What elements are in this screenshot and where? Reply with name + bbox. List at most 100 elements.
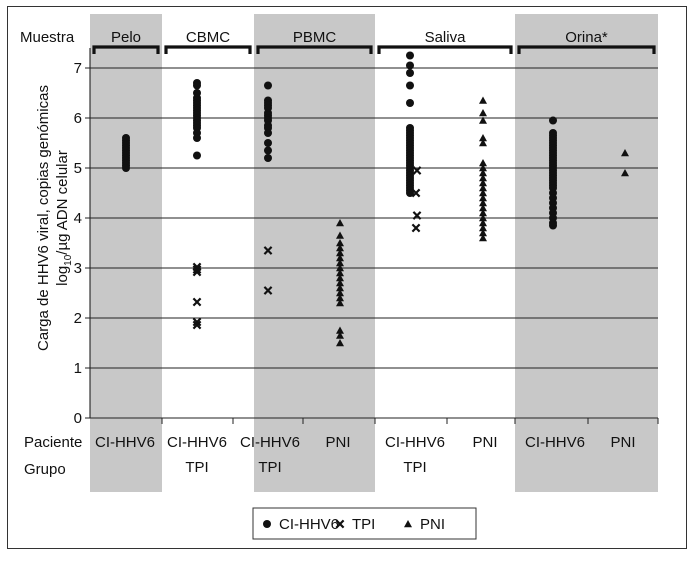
patient-label: CI-HHV6 bbox=[385, 434, 445, 451]
data-point-cross bbox=[411, 188, 421, 198]
data-point-circle bbox=[193, 151, 201, 160]
y-axis-label-line1: Carga de HHV6 viral, copias genómicas bbox=[35, 85, 52, 351]
data-point-cross bbox=[192, 297, 202, 307]
data-point-cross bbox=[412, 211, 422, 220]
data-point-circle bbox=[193, 134, 201, 142]
data-point-circle bbox=[549, 221, 557, 230]
sample-bracket bbox=[517, 45, 656, 54]
data-point-triangle bbox=[336, 326, 344, 334]
data-point-cross bbox=[192, 267, 202, 277]
data-point-circle bbox=[406, 61, 414, 70]
data-point-triangle bbox=[336, 239, 344, 247]
data-point-circle bbox=[264, 81, 272, 90]
sample-bracket bbox=[164, 45, 252, 54]
data-point-triangle bbox=[479, 234, 487, 242]
row-label-sample: Muestra bbox=[20, 29, 75, 46]
data-point-triangle bbox=[621, 169, 629, 177]
data-point-triangle bbox=[479, 209, 487, 217]
y-tick-label: 7 bbox=[74, 60, 82, 77]
data-point-triangle bbox=[336, 284, 344, 292]
y-axis-label: Carga de HHV6 viral, copias genómicas lo… bbox=[35, 85, 74, 351]
data-point-triangle bbox=[621, 149, 629, 157]
patient-label: CI-HHV6 bbox=[525, 434, 585, 451]
y-tick-labels: 0 1 2 3 4 5 6 7 bbox=[74, 60, 82, 427]
sample-bracket bbox=[256, 45, 373, 54]
data-point-circle bbox=[264, 154, 272, 162]
data-point-triangle bbox=[336, 219, 344, 227]
data-point-circle bbox=[549, 116, 557, 125]
data-point-triangle bbox=[336, 331, 344, 339]
data-point-circle bbox=[264, 146, 272, 155]
y-tick-label: 5 bbox=[74, 160, 82, 177]
data-point-triangle bbox=[336, 299, 344, 307]
sample-bracket bbox=[377, 45, 513, 54]
row-label-patient: Paciente bbox=[24, 434, 82, 451]
data-point-cross bbox=[263, 246, 273, 255]
patient-label: CI-HHV6 bbox=[167, 434, 227, 451]
data-point-circle bbox=[193, 81, 201, 90]
legend-box bbox=[252, 507, 477, 540]
data-point-triangle bbox=[336, 249, 344, 257]
group-label: TPI bbox=[185, 459, 208, 476]
data-point-triangle bbox=[479, 204, 487, 212]
legend: CI-HHV6 TPI PNI bbox=[252, 507, 477, 540]
data-point-cross bbox=[411, 223, 421, 233]
y-tick-label: 1 bbox=[74, 360, 82, 377]
data-point-cross bbox=[412, 166, 422, 175]
figure-frame bbox=[7, 6, 687, 549]
sample-band bbox=[254, 14, 375, 492]
y-axis-label-unit: /µg ADN celular bbox=[54, 150, 71, 255]
sample-bands bbox=[90, 14, 658, 492]
data-point-triangle bbox=[479, 169, 487, 177]
sample-band bbox=[515, 14, 658, 492]
data-point-triangle bbox=[479, 184, 487, 192]
data-point-cross bbox=[192, 317, 202, 327]
data-point-circle bbox=[122, 164, 130, 172]
data-point-triangle bbox=[479, 214, 487, 222]
data-point-triangle bbox=[479, 219, 487, 227]
data-point-triangle bbox=[479, 116, 487, 124]
group-label: TPI bbox=[403, 459, 426, 476]
group-labels: CI-HHV6 CI-HHV6 TPI CI-HHV6 TPI PNI CI-HHV6 TPI… bbox=[95, 434, 636, 476]
data-point-triangle bbox=[479, 199, 487, 207]
data-point-circle bbox=[406, 81, 414, 90]
data-point-circle bbox=[406, 189, 414, 197]
data-point-circle bbox=[406, 51, 414, 60]
data-point-triangle bbox=[336, 254, 344, 262]
sample-labels: Pelo CBMC PBMC Saliva Orina* bbox=[111, 29, 608, 46]
y-axis-label-line2: log10/µg ADN celular bbox=[54, 150, 74, 286]
y-axis-label-subscript: 10 bbox=[63, 254, 74, 266]
row-label-group: Grupo bbox=[24, 461, 66, 478]
data-point-cross bbox=[263, 286, 273, 295]
data-point-triangle bbox=[479, 109, 487, 117]
patient-label: PNI bbox=[610, 434, 635, 451]
sample-label: Orina* bbox=[565, 29, 608, 46]
y-tick-label: 4 bbox=[74, 210, 82, 227]
legend-label: TPI bbox=[352, 516, 375, 533]
data-point-triangle bbox=[336, 339, 344, 347]
patient-label: CI-HHV6 bbox=[95, 434, 155, 451]
y-tick-label: 2 bbox=[74, 310, 82, 327]
data-point-triangle bbox=[336, 231, 344, 239]
data-point-triangle bbox=[336, 294, 344, 302]
axes bbox=[89, 48, 659, 424]
data-point-triangle bbox=[479, 224, 487, 232]
sample-label: PBMC bbox=[293, 29, 337, 46]
data-point-circle bbox=[406, 69, 414, 77]
data-point-triangle bbox=[479, 159, 487, 167]
data-point-triangle bbox=[336, 289, 344, 297]
legend-marker-circle bbox=[263, 520, 271, 528]
data-point-circle bbox=[264, 129, 272, 137]
data-point-triangle bbox=[479, 189, 487, 197]
legend-marker-triangle bbox=[404, 520, 412, 528]
group-label: TPI bbox=[258, 459, 281, 476]
sample-label: Pelo bbox=[111, 29, 141, 46]
data-point-triangle bbox=[336, 274, 344, 282]
data-point-circle bbox=[264, 139, 272, 147]
legend-marker-cross bbox=[335, 519, 345, 529]
sample-bracket bbox=[92, 45, 160, 54]
data-point-triangle bbox=[479, 164, 487, 172]
data-point-cross bbox=[192, 265, 202, 274]
data-point-triangle bbox=[336, 244, 344, 252]
